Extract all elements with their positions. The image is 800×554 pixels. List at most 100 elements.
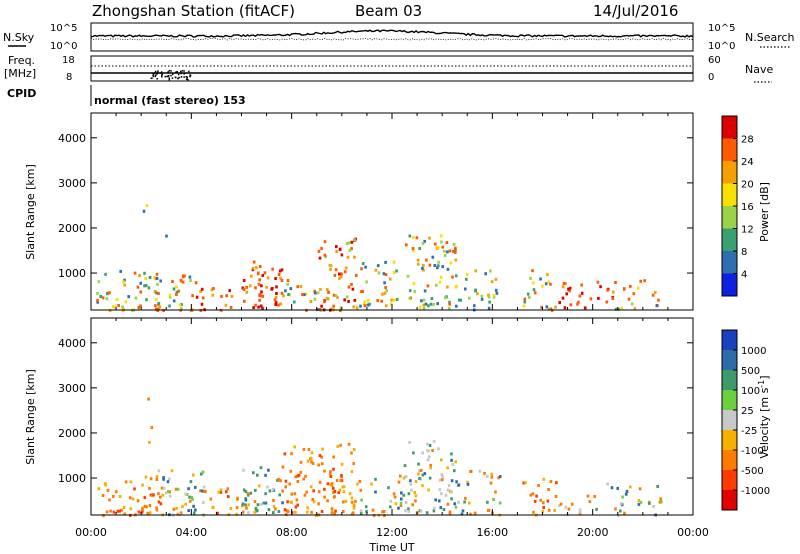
radar-cell bbox=[99, 295, 102, 298]
radar-cell bbox=[141, 483, 144, 487]
radar-cell bbox=[392, 260, 396, 264]
radar-cell bbox=[123, 278, 126, 282]
radar-cell bbox=[567, 287, 570, 291]
radar-cell bbox=[270, 287, 273, 291]
radar-cell bbox=[281, 465, 285, 469]
power-axes: 1000 2000 3000 4000 bbox=[58, 113, 694, 310]
radar-cell bbox=[580, 283, 583, 287]
radar-cell bbox=[494, 288, 498, 292]
radar-cell bbox=[399, 501, 403, 505]
freq-point bbox=[180, 76, 183, 78]
radar-cell bbox=[535, 494, 538, 498]
radar-cell bbox=[219, 490, 223, 494]
radar-cell bbox=[457, 500, 460, 504]
radar-cell bbox=[277, 273, 281, 276]
radar-cell bbox=[490, 475, 494, 479]
radar-cell bbox=[412, 249, 415, 253]
radar-cell bbox=[328, 472, 332, 476]
freq-point bbox=[152, 74, 154, 77]
radar-cell bbox=[463, 500, 466, 504]
radar-cell bbox=[658, 500, 662, 504]
radar-cell bbox=[168, 477, 171, 481]
radar-cell bbox=[105, 297, 109, 301]
radar-cell bbox=[162, 476, 165, 480]
radar-cell bbox=[539, 277, 542, 281]
radar-cell bbox=[228, 289, 231, 293]
radar-cell bbox=[139, 304, 142, 308]
radar-cell bbox=[332, 293, 336, 297]
radar-cell bbox=[639, 279, 642, 283]
radar-cell bbox=[330, 484, 334, 487]
radar-cell bbox=[155, 276, 159, 280]
radar-cell bbox=[200, 472, 203, 476]
radar-cell bbox=[494, 277, 498, 281]
colorbar-tick-label: -500 bbox=[741, 466, 764, 477]
radar-cell bbox=[333, 273, 337, 277]
radar-cell bbox=[337, 491, 340, 495]
radar-cell bbox=[523, 297, 527, 301]
radar-cell bbox=[332, 467, 335, 471]
radar-cell bbox=[389, 499, 393, 503]
radar-cell bbox=[243, 299, 246, 303]
radar-cell bbox=[305, 490, 308, 494]
radar-cell bbox=[454, 258, 458, 262]
freq-point bbox=[183, 76, 185, 78]
radar-cell bbox=[619, 509, 622, 513]
freq-point bbox=[178, 76, 181, 79]
radar-cell bbox=[254, 488, 257, 492]
radar-cell bbox=[103, 482, 107, 486]
radar-cell bbox=[432, 303, 435, 306]
radar-cell bbox=[651, 293, 655, 297]
radar-cell bbox=[340, 275, 343, 279]
radar-cell bbox=[444, 296, 447, 300]
radar-cell bbox=[404, 509, 407, 513]
radar-cell bbox=[532, 281, 535, 285]
radar-cell bbox=[448, 489, 452, 493]
radar-cell bbox=[242, 488, 246, 492]
radar-cell bbox=[408, 441, 411, 444]
radar-cell bbox=[137, 306, 140, 310]
radar-cell bbox=[438, 478, 442, 482]
radar-cell bbox=[547, 280, 550, 284]
radar-cell bbox=[344, 266, 348, 270]
nave-tick-top: 60 bbox=[708, 55, 721, 66]
colorbar-tick-label: -1000 bbox=[741, 486, 770, 497]
radar-cell bbox=[427, 304, 430, 308]
radar-cell bbox=[280, 279, 284, 282]
radar-cell bbox=[323, 469, 326, 473]
radar-cell bbox=[532, 288, 536, 292]
radar-cell bbox=[212, 287, 215, 290]
radar-cell bbox=[288, 482, 291, 486]
radar-cell bbox=[155, 506, 158, 510]
radar-cell bbox=[466, 480, 469, 484]
radar-cell bbox=[421, 473, 425, 477]
radar-cell bbox=[309, 485, 313, 489]
radar-cell bbox=[419, 509, 423, 513]
radar-cell bbox=[172, 287, 176, 291]
radar-cell bbox=[374, 490, 377, 494]
radar-cell bbox=[659, 497, 662, 501]
freq-point bbox=[154, 75, 157, 78]
radar-cell bbox=[258, 278, 261, 282]
radar-cell bbox=[281, 489, 284, 493]
radar-cell bbox=[277, 477, 280, 481]
radar-cell bbox=[168, 304, 171, 308]
radar-cell bbox=[533, 499, 537, 503]
colorbar-segment bbox=[722, 330, 737, 351]
radar-cell bbox=[124, 300, 128, 304]
radar-cell bbox=[266, 485, 269, 489]
radar-cell bbox=[588, 500, 592, 504]
radar-cell bbox=[326, 288, 329, 292]
velocity-xlabel: Time UT bbox=[368, 541, 414, 554]
radar-cell bbox=[614, 281, 617, 284]
radar-cell bbox=[118, 495, 122, 498]
radar-cell bbox=[580, 291, 584, 295]
freq-point bbox=[187, 78, 189, 81]
radar-cell bbox=[111, 305, 115, 309]
radar-cell bbox=[296, 480, 300, 483]
radar-cell bbox=[454, 248, 457, 252]
radar-cell bbox=[614, 307, 618, 311]
radar-cell bbox=[407, 509, 410, 513]
colorbar-segment bbox=[722, 350, 737, 371]
radar-cell bbox=[334, 294, 338, 298]
